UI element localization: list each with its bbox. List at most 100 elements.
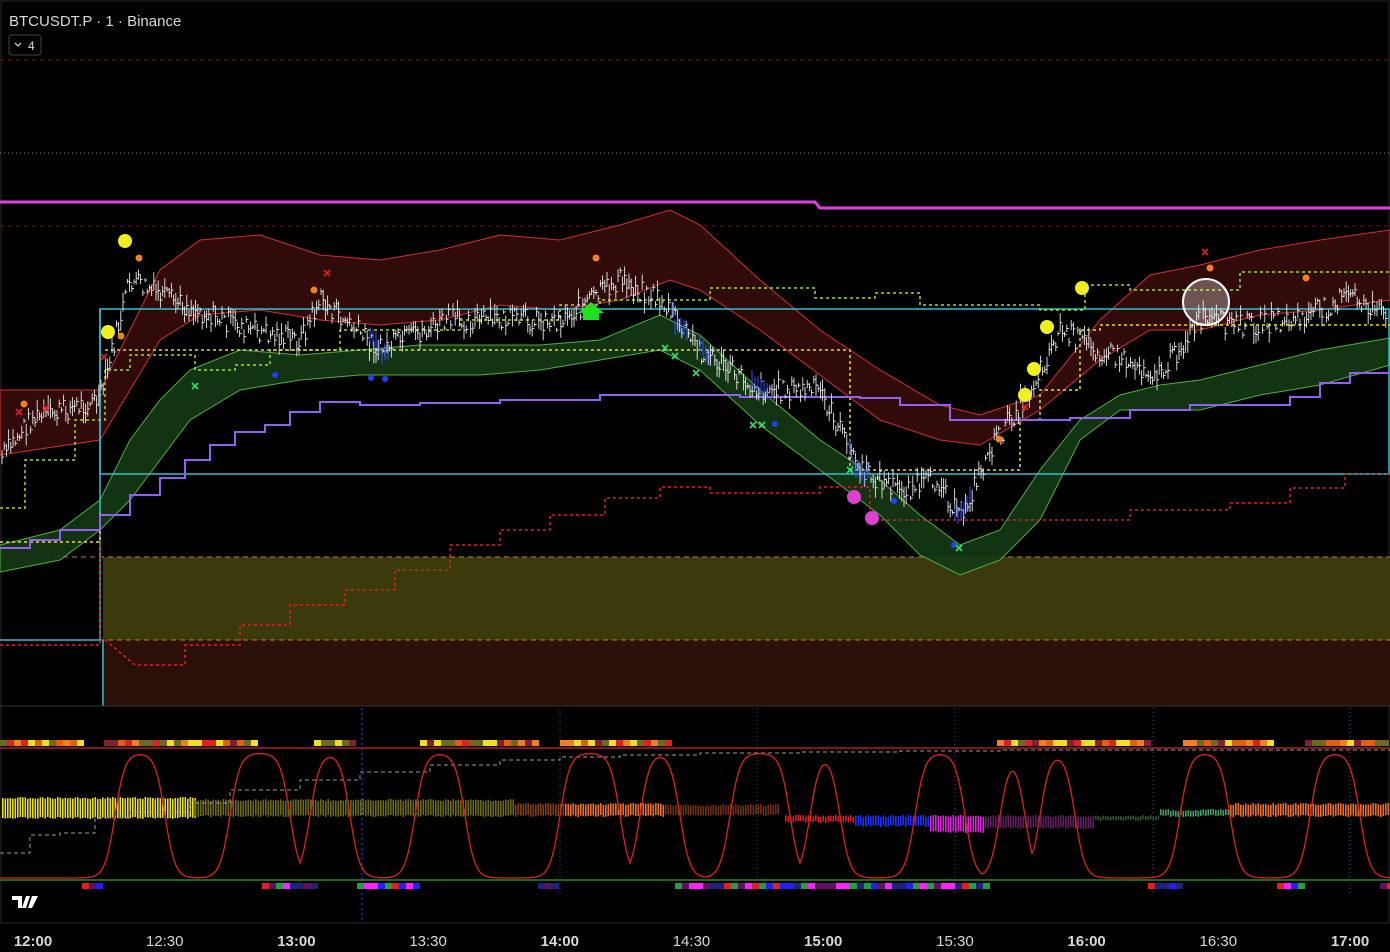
hist-bar — [34, 798, 37, 819]
price-bars — [1, 266, 1388, 526]
hist-bar — [902, 815, 905, 826]
strip-cell — [948, 883, 955, 889]
hist-bar — [370, 800, 372, 817]
hist-bar — [525, 803, 527, 816]
hist-bar — [179, 797, 182, 818]
strip-cell — [104, 740, 111, 746]
strip-cell — [871, 883, 878, 889]
hist-bar — [1007, 815, 1010, 828]
hist-bar — [1087, 816, 1090, 829]
hist-bar — [210, 800, 212, 817]
strip-cell — [1130, 740, 1137, 746]
hist-bar — [1172, 809, 1175, 816]
hist-bar — [59, 797, 62, 818]
strip-cell — [969, 883, 976, 889]
time-label: 13:30 — [409, 933, 447, 950]
hist-bar — [517, 803, 520, 816]
time-label: 12:00 — [14, 933, 52, 950]
purple-line — [0, 372, 1390, 549]
strip-cell — [118, 740, 125, 746]
hist-bar — [1177, 810, 1180, 817]
hist-bar — [645, 803, 647, 816]
strip-cell — [885, 883, 892, 889]
green-stop-line — [0, 271, 1390, 509]
hist-bar — [680, 804, 682, 815]
hist-bar — [582, 804, 585, 817]
hist-bar — [129, 797, 132, 818]
strip-cell — [469, 740, 476, 746]
hist-bar — [1140, 816, 1142, 821]
hist-bar — [992, 815, 995, 828]
hist-bar — [350, 800, 352, 817]
strip-cell — [1340, 740, 1347, 746]
hist-bar — [690, 805, 692, 816]
strip-cell — [364, 883, 371, 889]
hist-bar — [84, 797, 87, 818]
strip-cell — [1354, 740, 1361, 746]
hist-bar — [980, 816, 982, 833]
hist-bar — [159, 798, 162, 819]
hist-bar — [590, 803, 592, 816]
hist-bar — [144, 797, 147, 818]
hist-bar — [295, 799, 297, 816]
strip-cell — [1382, 740, 1389, 746]
hist-bar — [1145, 815, 1147, 820]
strip-cell — [290, 883, 297, 889]
hist-bar — [937, 816, 940, 833]
hist-bar — [1092, 816, 1095, 829]
strip-cell — [476, 740, 483, 746]
strip-cell — [864, 883, 871, 889]
hist-bar — [420, 800, 422, 817]
hist-bar — [227, 799, 230, 816]
hist-bar — [1332, 804, 1335, 817]
hist-bar — [1235, 803, 1237, 816]
strip-cell — [511, 740, 518, 746]
strip-cell — [525, 740, 532, 746]
strip-cell — [1025, 740, 1032, 746]
hist-bar — [187, 798, 189, 819]
hist-bar — [895, 815, 897, 826]
hist-bar — [997, 815, 1000, 828]
hist-bar — [647, 803, 650, 816]
hist-bar — [392, 799, 395, 816]
hist-bar — [562, 803, 565, 816]
strip-cell — [311, 883, 318, 889]
hist-bar — [1160, 809, 1162, 816]
hist-bar — [275, 799, 277, 816]
hist-bar — [912, 816, 915, 827]
hist-bar — [72, 798, 74, 819]
hist-bar — [37, 798, 39, 819]
indicator-toggle[interactable] — [8, 34, 42, 56]
strip-cell — [738, 883, 745, 889]
hist-bar — [342, 800, 345, 817]
hist-bar — [670, 804, 672, 815]
hist-bar — [1217, 810, 1220, 817]
hist-bar — [79, 798, 82, 819]
strip-cell — [815, 883, 822, 889]
hist-bar — [977, 815, 980, 832]
strip-cell — [581, 740, 588, 746]
hist-bar — [367, 799, 370, 816]
strip-cell — [1190, 740, 1197, 746]
strip-cell — [371, 883, 378, 889]
hist-bar — [612, 803, 615, 816]
time-label: 15:00 — [804, 933, 842, 950]
hist-bar — [1072, 815, 1075, 828]
hist-bar — [117, 798, 119, 819]
hist-bar — [407, 799, 410, 816]
hist-bar — [650, 803, 652, 816]
hist-bar — [134, 797, 137, 818]
hist-bar — [19, 797, 22, 818]
hist-bar — [365, 800, 367, 817]
strip-cell — [483, 740, 490, 746]
strip-cell — [906, 883, 913, 889]
hist-bar — [300, 799, 302, 816]
hist-bar — [157, 797, 159, 818]
strip-cell — [567, 740, 574, 746]
hist-bar — [795, 815, 797, 822]
hist-bar — [1042, 816, 1045, 829]
hist-bar — [1375, 803, 1377, 816]
strip-cell — [574, 740, 581, 746]
hist-bar — [712, 804, 715, 815]
